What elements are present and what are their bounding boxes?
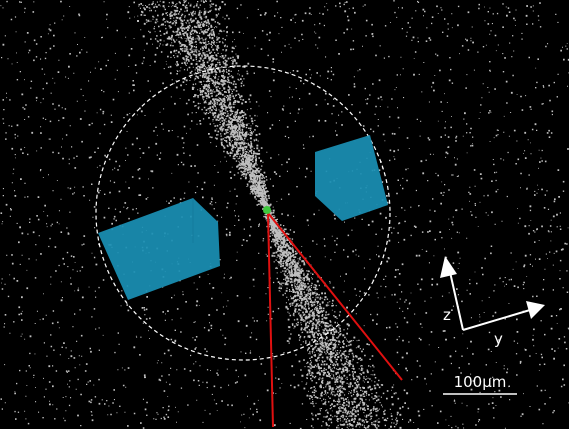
- z-label: z: [443, 306, 451, 324]
- y-arrow: [462, 309, 531, 331]
- axes-indicator: z y: [440, 256, 545, 348]
- beam-line: [267, 212, 403, 381]
- y-arrowhead: [526, 301, 545, 319]
- right-block: [315, 135, 388, 221]
- z-arrow: [449, 271, 464, 331]
- y-label: y: [494, 330, 503, 348]
- beam-line: [267, 212, 274, 428]
- block-face: [98, 198, 220, 300]
- left-block: [98, 198, 220, 300]
- scale-bar: 100μm: [443, 373, 517, 395]
- scale-bar-label: 100μm: [454, 373, 507, 391]
- focus-point: [263, 206, 271, 214]
- block-face: [315, 135, 388, 221]
- z-arrowhead: [440, 256, 457, 278]
- field-circle: [95, 65, 391, 361]
